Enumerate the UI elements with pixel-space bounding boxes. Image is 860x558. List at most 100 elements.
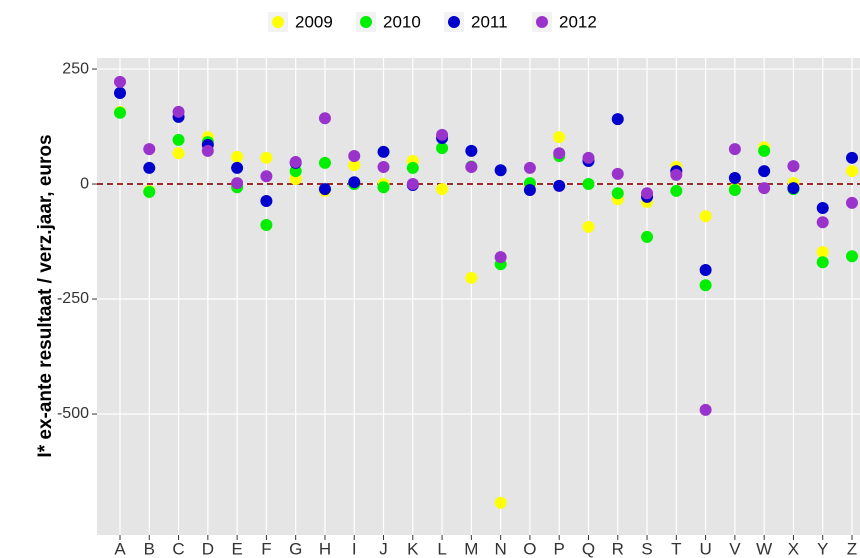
- point: [846, 196, 858, 209]
- x-tick-label: M: [464, 539, 478, 558]
- point: [436, 183, 449, 196]
- point: [231, 161, 244, 174]
- point: [699, 279, 712, 292]
- x-tick-label: H: [319, 539, 331, 558]
- point: [494, 251, 507, 264]
- point: [816, 201, 829, 214]
- point: [260, 218, 273, 231]
- point: [465, 144, 478, 157]
- point: [260, 170, 273, 183]
- point: [553, 179, 566, 192]
- x-tick-label: C: [172, 539, 184, 558]
- x-tick-label: A: [114, 539, 126, 558]
- y-tick-label: -500: [57, 405, 89, 422]
- plot-panel: [97, 58, 860, 535]
- x-tick-label: U: [699, 539, 711, 558]
- y-axis-title: I* ex-ante resultaat / verz.jaar, euros: [35, 134, 56, 457]
- y-tick-label: 0: [80, 175, 89, 192]
- point: [787, 182, 800, 195]
- point: [494, 496, 507, 509]
- legend-marker: [360, 16, 372, 28]
- x-tick-label: P: [554, 539, 565, 558]
- point: [728, 184, 741, 197]
- point: [582, 178, 595, 191]
- x-tick-label: X: [788, 539, 799, 558]
- point: [641, 230, 654, 243]
- x-tick-label: W: [756, 539, 772, 558]
- point: [289, 165, 302, 178]
- x-tick-label: Y: [817, 539, 828, 558]
- point: [143, 161, 156, 174]
- point: [699, 210, 712, 223]
- point: [289, 155, 302, 168]
- legend-label: 2009: [295, 12, 333, 31]
- point: [699, 403, 712, 416]
- point: [553, 147, 566, 160]
- point: [787, 160, 800, 173]
- point: [318, 156, 331, 169]
- point: [436, 142, 449, 155]
- point: [318, 112, 331, 125]
- y-tick-label: 250: [62, 60, 89, 77]
- point: [348, 159, 361, 172]
- point: [523, 161, 536, 174]
- x-tick-label: R: [612, 539, 624, 558]
- x-tick-label: L: [437, 539, 446, 558]
- point: [758, 144, 771, 157]
- point: [582, 151, 595, 164]
- legend-marker: [536, 16, 548, 28]
- x-tick-label: Z: [847, 539, 857, 558]
- point: [406, 161, 419, 174]
- point: [846, 250, 858, 263]
- point: [260, 195, 273, 208]
- x-tick-label: N: [494, 539, 506, 558]
- legend-label: 2012: [559, 12, 597, 31]
- x-tick-label: B: [144, 539, 155, 558]
- x-tick-label: K: [407, 539, 419, 558]
- point: [816, 256, 829, 269]
- point: [436, 128, 449, 141]
- x-tick-label: Q: [582, 539, 595, 558]
- point: [260, 151, 273, 164]
- point: [553, 131, 566, 144]
- x-tick-label: T: [671, 539, 681, 558]
- x-tick-label: V: [729, 539, 741, 558]
- point: [846, 165, 858, 178]
- point: [377, 181, 390, 194]
- point: [114, 106, 126, 119]
- point: [348, 176, 361, 189]
- point: [494, 164, 507, 177]
- legend-label: 2010: [383, 12, 421, 31]
- x-tick-label: I: [352, 539, 357, 558]
- x-tick-label: E: [231, 539, 242, 558]
- point: [582, 220, 595, 233]
- point: [728, 143, 741, 156]
- point: [201, 144, 214, 157]
- point: [816, 216, 829, 229]
- point: [172, 147, 185, 160]
- point: [641, 187, 654, 200]
- point: [406, 178, 419, 191]
- point: [172, 105, 185, 118]
- point: [348, 149, 361, 162]
- point: [846, 151, 858, 164]
- point: [377, 161, 390, 174]
- x-tick-label: D: [202, 539, 214, 558]
- legend-marker: [272, 16, 284, 28]
- point: [758, 182, 771, 195]
- point: [670, 168, 683, 181]
- point: [231, 150, 244, 163]
- legend-marker: [448, 16, 460, 28]
- point: [728, 172, 741, 185]
- point: [143, 185, 156, 198]
- x-tick-label: J: [379, 539, 388, 558]
- point: [114, 86, 126, 99]
- x-tick-label: O: [523, 539, 536, 558]
- point: [523, 184, 536, 197]
- point: [699, 264, 712, 277]
- point: [611, 113, 624, 126]
- point: [377, 145, 390, 158]
- x-tick-label: G: [289, 539, 302, 558]
- point: [611, 167, 624, 180]
